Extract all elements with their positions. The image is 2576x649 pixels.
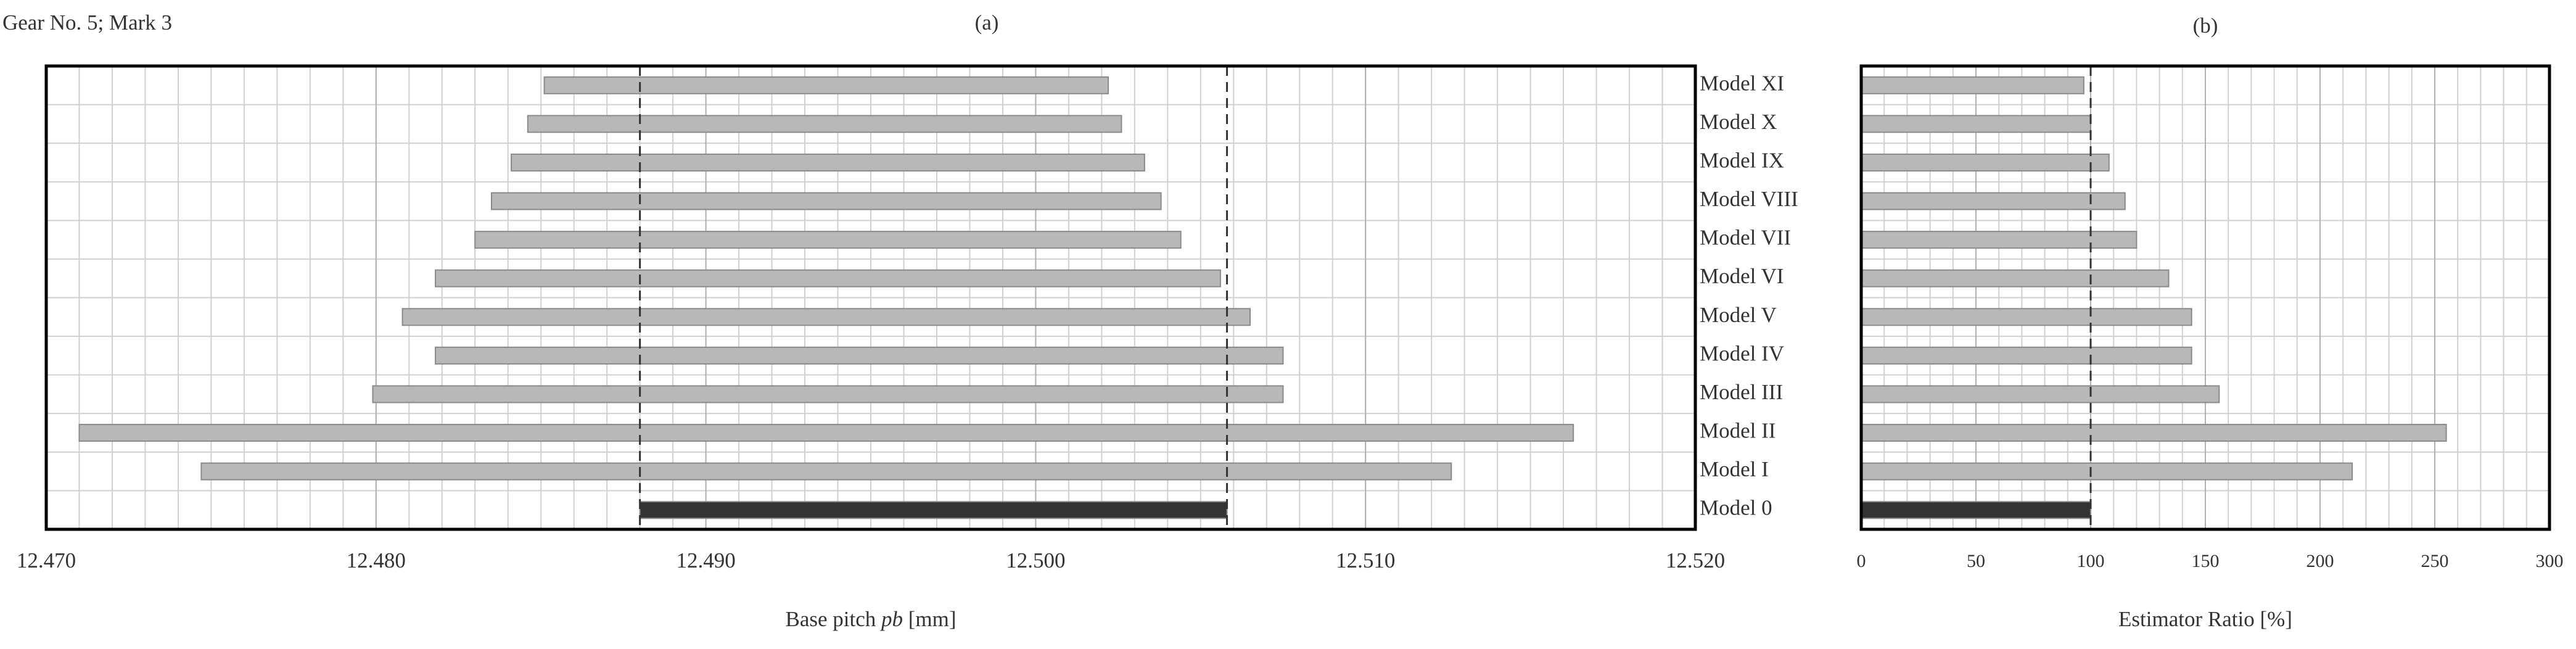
x-tick-label: 150 xyxy=(2192,551,2220,571)
bar xyxy=(1861,231,2138,249)
category-label: Model VIII xyxy=(1700,187,1798,211)
category-label: Model 0 xyxy=(1700,496,1772,520)
bar xyxy=(1861,192,2126,210)
category-label: Model IV xyxy=(1700,341,1784,365)
x-tick-label: 12.500 xyxy=(1006,548,1065,573)
panel-a-title: (a) xyxy=(975,10,999,35)
bar xyxy=(1861,346,2192,365)
range-bar xyxy=(200,462,1452,481)
category-label: Model II xyxy=(1700,419,1776,443)
category-label: Model I xyxy=(1700,457,1769,481)
bar xyxy=(1861,76,2084,94)
x-tick-label: 12.520 xyxy=(1666,548,1725,573)
range-bar xyxy=(474,231,1182,249)
panel-b-title: (b) xyxy=(2193,14,2218,38)
range-bar xyxy=(78,424,1574,442)
x-axis-title: Estimator Ratio [%] xyxy=(2118,607,2292,631)
x-tick-label: 12.480 xyxy=(347,548,406,573)
x-tick-label: 12.490 xyxy=(676,548,735,573)
range-bar xyxy=(401,308,1251,326)
category-label: Model VI xyxy=(1700,264,1784,288)
plot-frame xyxy=(44,64,1697,531)
bar xyxy=(1861,462,2353,481)
corner-note: Gear No. 5; Mark 3 xyxy=(2,10,172,35)
range-bar xyxy=(511,153,1145,172)
range-bar xyxy=(435,269,1221,287)
x-tick-label: 50 xyxy=(1967,551,1985,571)
bar xyxy=(1861,308,2192,326)
category-label: Model XI xyxy=(1700,71,1784,95)
category-label: Model IX xyxy=(1700,148,1784,172)
x-tick-label: 12.470 xyxy=(17,548,76,573)
range-bar xyxy=(372,385,1284,403)
category-label: Model X xyxy=(1700,110,1777,134)
x-axis-title: Base pitch pb [mm] xyxy=(785,607,956,631)
x-axis-title-part: [mm] xyxy=(903,607,957,631)
bar xyxy=(1861,269,2170,287)
bar xyxy=(1861,501,2091,519)
range-bar xyxy=(639,501,1228,519)
x-tick-label: 200 xyxy=(2306,551,2334,571)
category-label: Model VII xyxy=(1700,226,1791,250)
x-tick-label: 300 xyxy=(2536,551,2564,571)
range-bar xyxy=(543,76,1109,94)
x-axis-title-part: Base pitch xyxy=(785,607,881,631)
range-bar xyxy=(527,115,1122,133)
x-tick-label: 100 xyxy=(2077,551,2105,571)
category-label: Model V xyxy=(1700,303,1777,327)
range-bar xyxy=(435,346,1284,365)
bar xyxy=(1861,115,2091,133)
bar xyxy=(1861,385,2220,403)
plot-frame xyxy=(1859,64,2551,531)
x-axis-title-part: pb xyxy=(879,607,903,631)
bar xyxy=(1861,153,2110,172)
x-tick-label: 12.510 xyxy=(1336,548,1395,573)
x-tick-label: 250 xyxy=(2421,551,2449,571)
bar xyxy=(1861,424,2447,442)
x-tick-label: 0 xyxy=(1857,551,1866,571)
category-label: Model III xyxy=(1700,380,1783,404)
range-bar xyxy=(490,192,1162,210)
